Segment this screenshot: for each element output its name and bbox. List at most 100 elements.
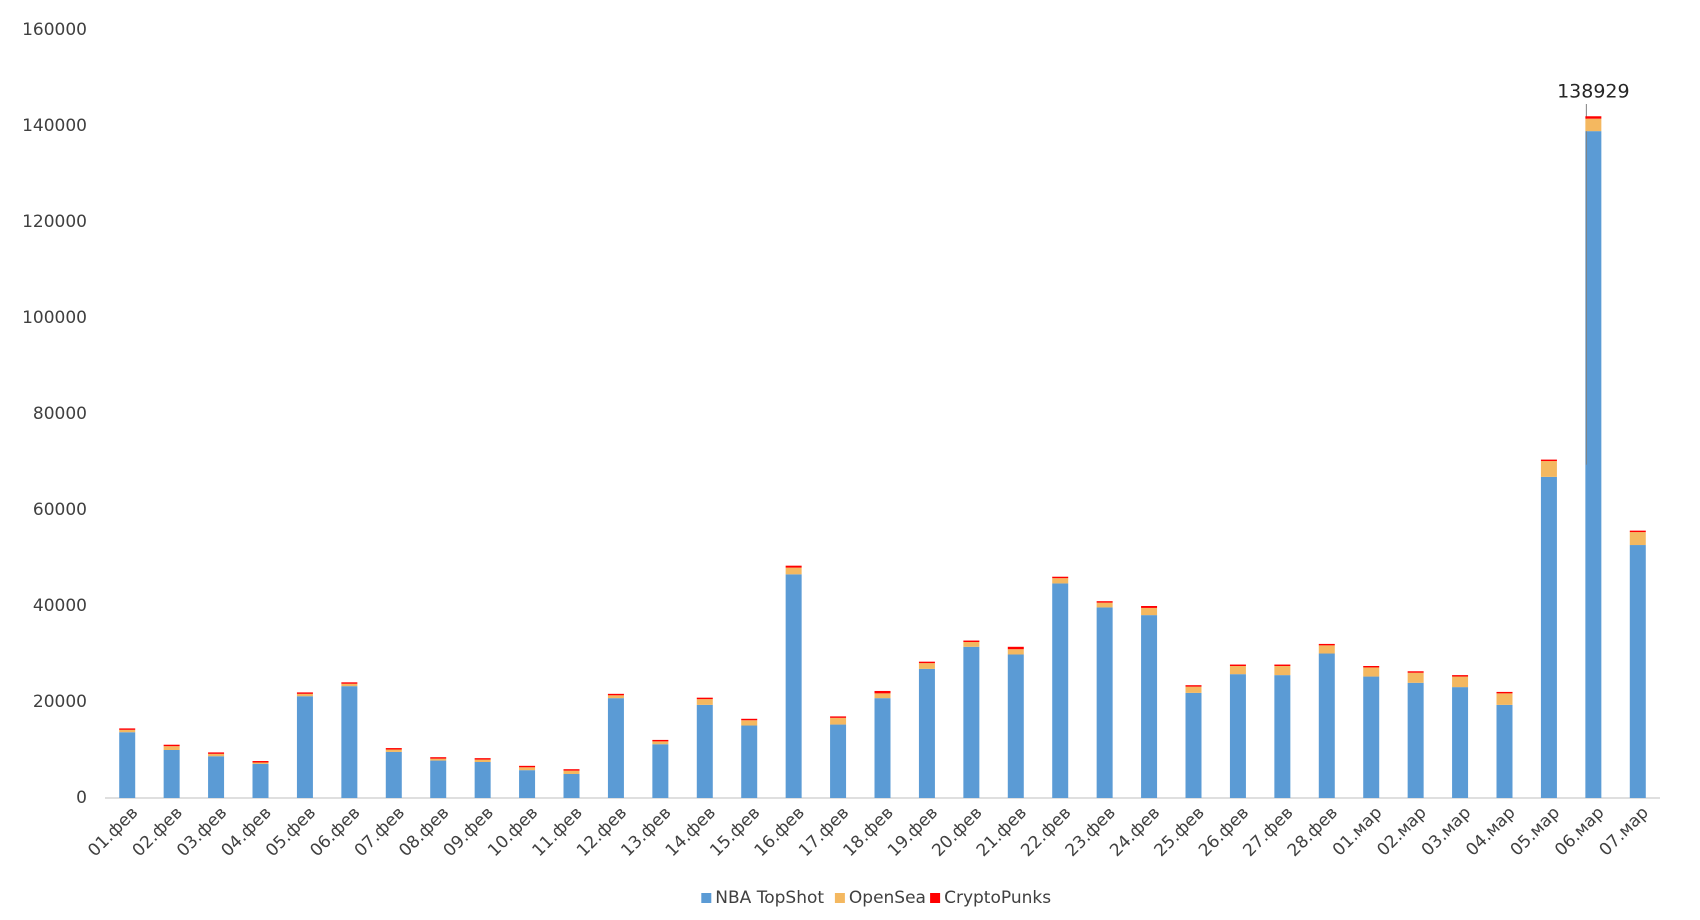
bar-segment [1007, 654, 1024, 798]
bar-segment [1229, 674, 1246, 798]
bar-segment [163, 744, 180, 747]
bar-segment [1629, 532, 1646, 546]
bar-segment [1141, 615, 1158, 798]
bar-segment [652, 744, 669, 798]
bar-segment [607, 693, 624, 696]
bar-segment [119, 728, 136, 730]
bar-segment [119, 732, 136, 798]
bar-segment [474, 758, 491, 760]
bar-segment [1585, 131, 1602, 798]
bar-segment [918, 668, 935, 798]
bar-segment [430, 757, 447, 759]
y-tick-label: 0 [76, 788, 87, 808]
bar-segment [830, 724, 847, 798]
bar-segment [1540, 461, 1557, 477]
bar-segment [519, 767, 536, 771]
bar-segment [1540, 476, 1557, 798]
bar-segment [385, 748, 402, 750]
bar-segment [696, 704, 713, 798]
bar-segment [163, 750, 180, 798]
bar-segment [1452, 676, 1469, 688]
bar-segment [785, 567, 802, 575]
bar-segment [474, 759, 491, 762]
bar-segment [1407, 672, 1424, 683]
y-tick-label: 120000 [22, 212, 87, 232]
bar-segment [296, 696, 313, 798]
bar-segment [341, 682, 358, 684]
bar-segment [1318, 653, 1335, 798]
y-tick-label: 100000 [22, 308, 87, 328]
bar-segment [385, 751, 402, 798]
bar-segment [1363, 666, 1380, 668]
legend-swatch [701, 893, 712, 903]
bar-segment [741, 718, 758, 721]
bar-segment [874, 698, 891, 798]
bar-segment [1141, 607, 1158, 616]
bar-segment [208, 752, 225, 754]
bar-segment [208, 756, 225, 798]
bar-segment [918, 661, 935, 664]
bar-segment [1052, 578, 1069, 584]
y-tick-label: 140000 [22, 116, 87, 136]
bar-segment [1229, 664, 1246, 666]
legend-label: CryptoPunks [944, 888, 1051, 908]
bar-segment [1496, 704, 1513, 798]
bar-segment [252, 763, 269, 798]
bar-segment [119, 729, 136, 733]
bar-segment [1363, 667, 1380, 677]
bar-segment [607, 695, 624, 699]
y-tick-label: 60000 [33, 500, 87, 520]
bar-segment [1407, 671, 1424, 673]
bar-segment [1318, 645, 1335, 654]
bar-segment [652, 741, 669, 745]
legend-label: NBA TopShot [715, 888, 824, 908]
data-label: 138929 [1557, 81, 1630, 103]
bar-segment [1629, 530, 1646, 533]
bar-segment [252, 762, 269, 764]
bar-segment [607, 698, 624, 798]
bar-segment [1141, 606, 1158, 608]
bar-segment [830, 717, 847, 725]
bar-segment [963, 640, 980, 642]
bar-segment [474, 762, 491, 798]
bar-segment [963, 642, 980, 647]
bar-segment [296, 692, 313, 694]
bar-segment [1185, 685, 1202, 687]
bar-segment [696, 699, 713, 705]
bar-segment [1496, 693, 1513, 705]
x-tick-label: 07.мар [1596, 803, 1653, 860]
bar-segment [1452, 687, 1469, 798]
bar-segment [430, 760, 447, 798]
bar-segment [1096, 607, 1113, 798]
x-tick-label: 28.фев [1284, 803, 1342, 861]
bar-segment [874, 693, 891, 699]
bar-segment [963, 646, 980, 798]
bar-segment [1052, 583, 1069, 798]
bar-segment [385, 749, 402, 752]
bar-segment [1229, 666, 1246, 675]
y-tick-label: 20000 [33, 692, 87, 712]
bar-segment [1274, 666, 1291, 676]
bar-segment [208, 753, 225, 757]
bar-segment [1363, 676, 1380, 798]
bar-segment [785, 574, 802, 798]
bar-segment [1007, 646, 1024, 650]
y-tick-label: 160000 [22, 20, 87, 40]
bar-segment [874, 690, 891, 694]
bar-segment [1185, 686, 1202, 693]
bar-segment [830, 716, 847, 718]
bar-segment [1585, 116, 1602, 119]
y-tick-label: 80000 [33, 404, 87, 424]
bar-segment [785, 565, 802, 568]
bar-segment [296, 693, 313, 697]
bar-segment [519, 765, 536, 768]
bar-segment [1052, 576, 1069, 579]
bar-segment [341, 683, 358, 687]
bar-segment [1185, 692, 1202, 798]
bar-segment [341, 686, 358, 798]
bar-segment [741, 725, 758, 798]
bar-segment [1407, 682, 1424, 798]
bar-segment [563, 774, 580, 798]
bar-segment [1540, 459, 1557, 462]
